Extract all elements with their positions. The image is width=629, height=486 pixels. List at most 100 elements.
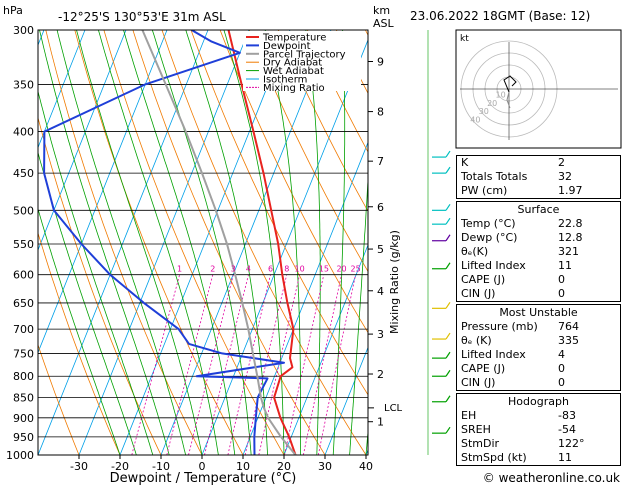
wet-adiabat-line bbox=[98, 30, 219, 455]
mixing-ratio-label: 8 bbox=[284, 265, 289, 274]
hodograph-box: Hodograph EH -83 SREH -54 StmDir 122° StmSpd (k… bbox=[456, 393, 621, 466]
wet-adiabat-line bbox=[56, 30, 186, 455]
index-label: StmSpd (kt) bbox=[461, 451, 527, 464]
indices-section-title: Surface bbox=[517, 203, 560, 216]
mixing-ratio-axis-label: Mixing Ratio (g/kg) bbox=[388, 230, 401, 334]
index-value: 0 bbox=[558, 273, 565, 286]
isotherm-line bbox=[324, 346, 368, 455]
index-row: EH -83 bbox=[457, 409, 620, 423]
index-value: 0 bbox=[558, 287, 565, 300]
index-label: θₑ (K) bbox=[461, 334, 492, 347]
mixing-ratio-label: 6 bbox=[268, 265, 273, 274]
wet-adiabat-line bbox=[332, 30, 346, 455]
index-label: Lifted Index bbox=[461, 259, 526, 272]
legend-label: Dry Adiabat bbox=[263, 58, 322, 69]
index-row: Pressure (mb) 764 bbox=[457, 320, 620, 334]
pressure-tick-label: 750 bbox=[13, 347, 34, 360]
index-value: 22.8 bbox=[558, 217, 583, 230]
x-axis-label: Dewpoint / Temperature (°C) bbox=[110, 471, 297, 486]
dry-adiabat-line bbox=[74, 30, 244, 455]
wind-barb-flag bbox=[445, 166, 451, 174]
pressure-tick-label: 850 bbox=[13, 392, 34, 405]
dry-adiabat-line bbox=[277, 30, 368, 212]
wind-barb-flag bbox=[445, 262, 451, 270]
index-value: 764 bbox=[558, 320, 579, 333]
wind-barb-flag bbox=[445, 351, 451, 359]
mixing-ratio-label: 15 bbox=[319, 265, 329, 274]
hodograph-ring-label: 20 bbox=[487, 99, 497, 108]
pressure-tick-label: 700 bbox=[13, 323, 34, 336]
x-tick-label: 30 bbox=[318, 460, 332, 473]
indices-section-title: Most Unstable bbox=[499, 306, 578, 319]
mixing-ratio-label: 2 bbox=[210, 265, 215, 274]
legend-label: Dewpoint bbox=[263, 41, 311, 52]
mixing-ratio-label: 20 bbox=[336, 265, 346, 274]
index-value: 2 bbox=[558, 156, 565, 169]
wind-barb-flag bbox=[445, 203, 451, 211]
pressure-tick-label: 500 bbox=[13, 204, 34, 217]
pressure-tick-label: 450 bbox=[13, 167, 34, 180]
index-value: 122° bbox=[558, 437, 585, 450]
index-value: 0 bbox=[558, 376, 565, 389]
index-value: 12.8 bbox=[558, 231, 583, 244]
index-row: SREH -54 bbox=[457, 423, 620, 437]
index-row: CIN (J) 0 bbox=[457, 376, 620, 390]
mixing-ratio-line bbox=[166, 274, 214, 455]
pressure-tick-label: 950 bbox=[13, 431, 34, 444]
pressure-tick-label: 550 bbox=[13, 238, 34, 251]
index-row: Lifted Index 4 bbox=[457, 348, 620, 362]
index-row: Dewp (°C) 12.8 bbox=[457, 231, 620, 245]
wet-adiabat-line bbox=[38, 89, 154, 455]
wind-barb-flag bbox=[445, 150, 451, 158]
hodograph-ring-label: 30 bbox=[479, 107, 489, 116]
index-row: θₑ(K) 321 bbox=[457, 245, 620, 259]
km-label: km bbox=[373, 4, 390, 17]
index-label: Dewp (°C) bbox=[461, 231, 518, 244]
km-tick-label: 3 bbox=[377, 328, 384, 341]
mixing-ratio-label: 25 bbox=[351, 265, 361, 274]
x-tick-label: 20 bbox=[277, 460, 291, 473]
isotherm-line bbox=[160, 30, 332, 455]
index-row: Temp (°C) 22.8 bbox=[457, 217, 620, 231]
index-value: 0 bbox=[558, 362, 565, 375]
index-value: 32 bbox=[558, 170, 572, 183]
pressure-tick-label: 650 bbox=[13, 297, 34, 310]
index-value: 4 bbox=[558, 348, 565, 361]
index-label: Totals Totals bbox=[461, 170, 528, 183]
mixing-ratio-label: 1 bbox=[177, 265, 182, 274]
pressure-tick-label: 800 bbox=[13, 370, 34, 383]
dry-adiabat-line bbox=[38, 343, 80, 455]
x-tick-label: 40 bbox=[359, 460, 373, 473]
copyright: © weatheronline.co.uk bbox=[483, 471, 620, 485]
plot-frame bbox=[37, 29, 369, 456]
pressure-tick-label: 900 bbox=[13, 412, 34, 425]
index-value: 1.97 bbox=[558, 184, 583, 197]
index-label: CAPE (J) bbox=[461, 362, 506, 375]
km-tick-label: 4 bbox=[377, 285, 384, 298]
km-tick-label: 1 bbox=[377, 416, 384, 429]
surface-box: Surface Temp (°C) 22.8 Dewp (°C) 12.8 θₑ(K) 32… bbox=[456, 201, 621, 302]
index-row: StmDir 122° bbox=[457, 437, 620, 451]
pressure-tick-label: 300 bbox=[13, 24, 34, 37]
index-label: Lifted Index bbox=[461, 348, 526, 361]
index-row: CAPE (J) 0 bbox=[457, 273, 620, 287]
index-row: CAPE (J) 0 bbox=[457, 362, 620, 376]
legend-label: Parcel Trajectory bbox=[263, 49, 346, 60]
wind-barb-flag bbox=[445, 332, 451, 340]
wet-adiabat-line bbox=[349, 173, 368, 455]
index-value: -83 bbox=[558, 409, 576, 422]
index-label: θₑ(K) bbox=[461, 245, 489, 258]
index-row: Totals Totals 32 bbox=[457, 170, 620, 184]
x-tick-label: 0 bbox=[199, 460, 206, 473]
km-tick-label: 9 bbox=[377, 55, 384, 68]
location-title: -12°25'S 130°53'E 31m ASL bbox=[58, 10, 226, 24]
dry-adiabat-line bbox=[219, 30, 368, 334]
indices-top-box: K 2 Totals Totals 32 PW (cm) 1.97 bbox=[456, 155, 621, 199]
isotherm-line bbox=[242, 141, 368, 455]
wind-barb-flag bbox=[445, 217, 451, 225]
mixing-ratio-label: 10 bbox=[295, 265, 305, 274]
index-row: CIN (J) 0 bbox=[457, 287, 620, 301]
wind-barb-flag bbox=[445, 301, 451, 309]
